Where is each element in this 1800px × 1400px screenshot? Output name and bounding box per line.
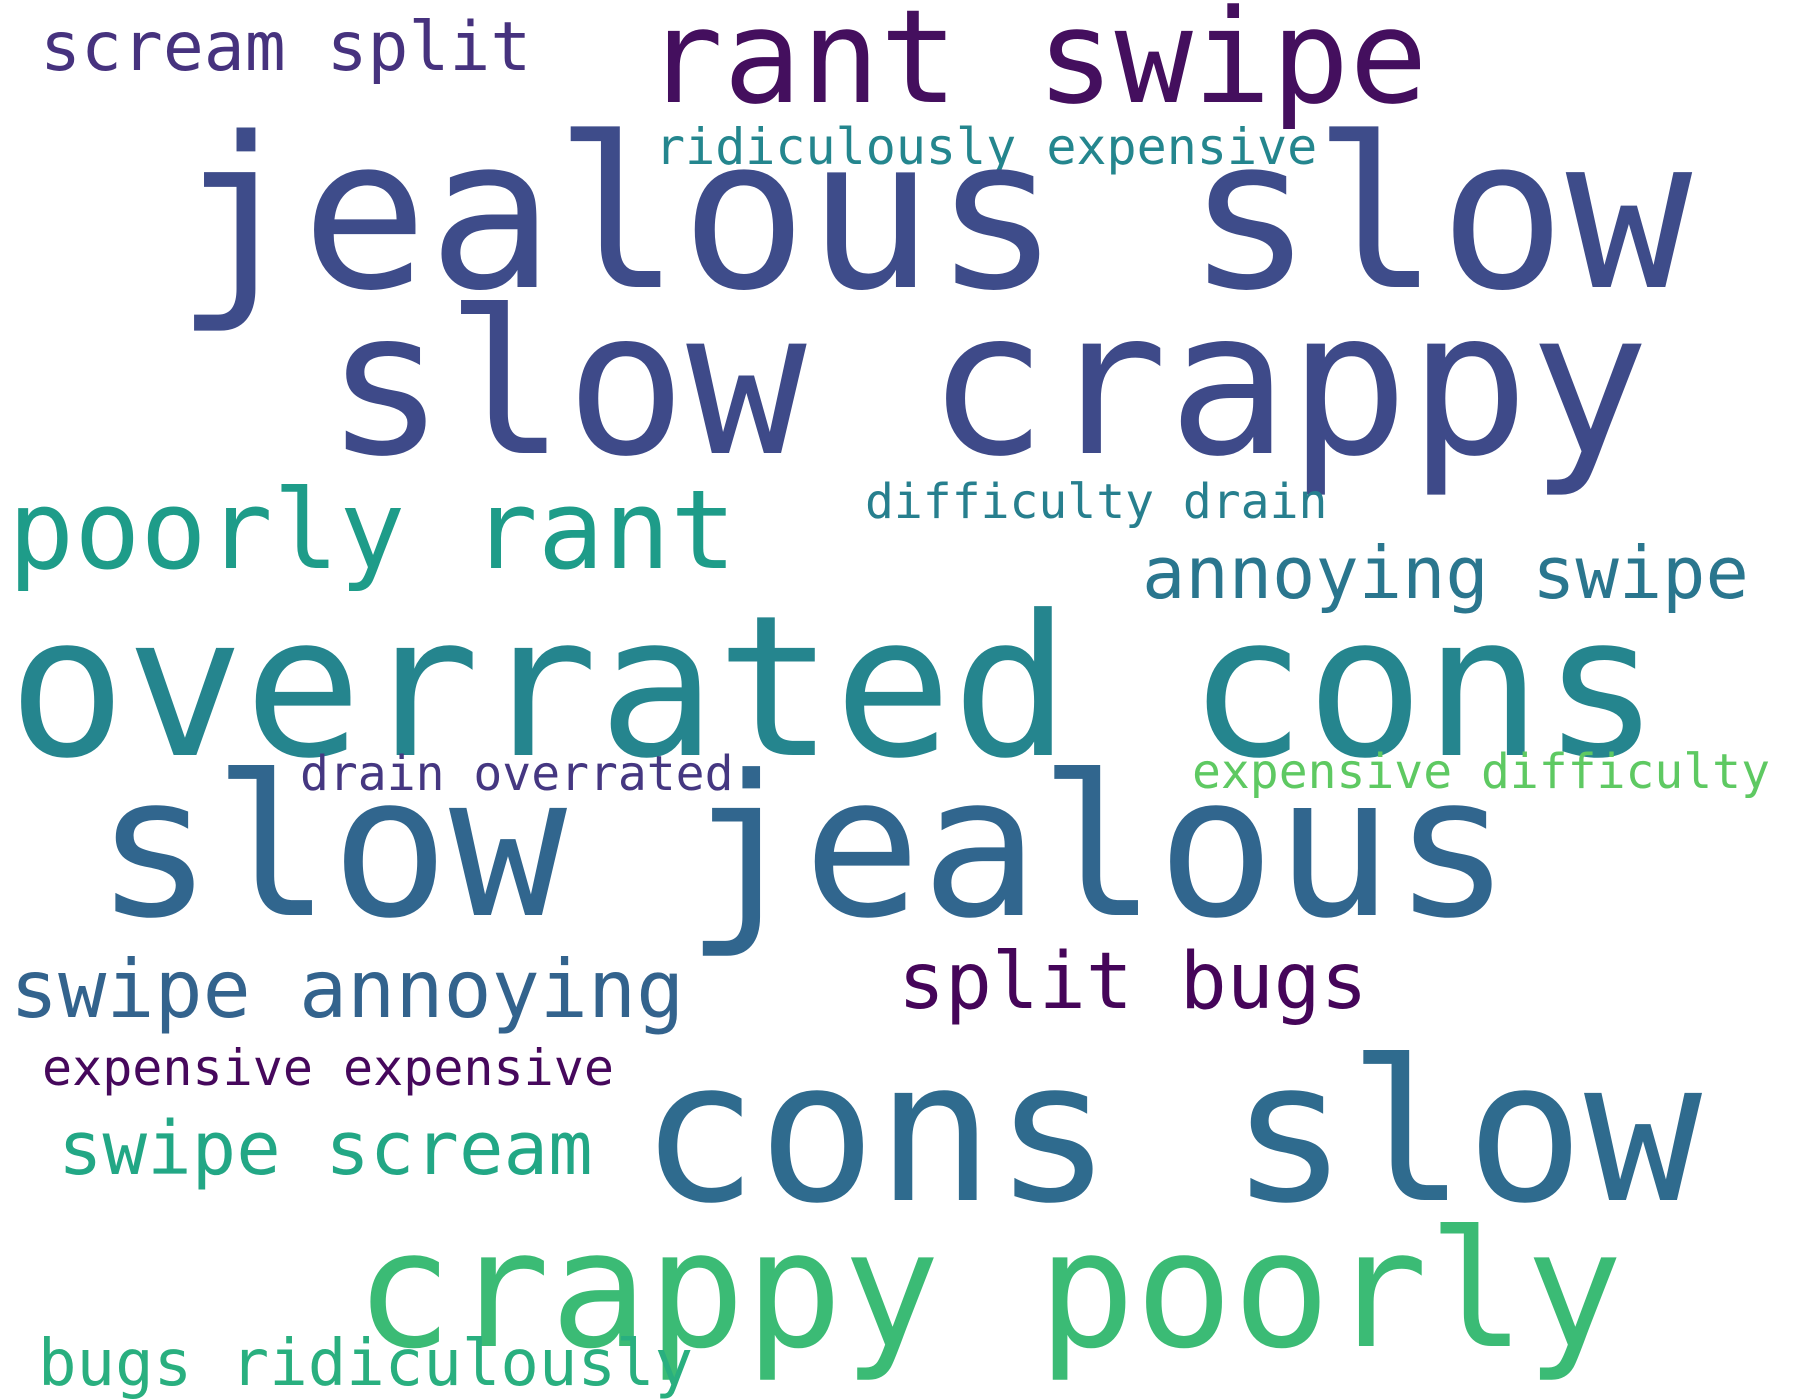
cloud-word-split-bugs: split bugs bbox=[898, 937, 1368, 1027]
cloud-word-scream-split: scream split bbox=[40, 8, 532, 87]
cloud-word-overrated-cons: overrated cons bbox=[8, 574, 1661, 802]
cloud-word-swipe-annoying: swipe annoying bbox=[10, 943, 685, 1036]
cloud-word-expensive-difficulty: expensive difficulty bbox=[1192, 744, 1770, 800]
cloud-word-bugs-ridiculously: bugs ridiculously bbox=[38, 1327, 694, 1400]
cloud-word-ridiculously-expensive: ridiculously expensive bbox=[655, 118, 1318, 176]
cloud-word-difficulty-drain: difficulty drain bbox=[865, 474, 1328, 530]
cloud-word-slow-jealous: slow jealous bbox=[95, 734, 1512, 962]
cloud-word-crappy-poorly: crappy poorly bbox=[355, 1197, 1623, 1385]
cloud-word-expensive-expensive: expensive expensive bbox=[42, 1039, 614, 1097]
cloud-word-drain-overrated: drain overrated bbox=[300, 746, 734, 802]
cloud-word-annoying-swipe: annoying swipe bbox=[1142, 531, 1749, 615]
cloud-word-cons-slow: cons slow bbox=[640, 1019, 1703, 1247]
cloud-word-slow-crappy: slow crappy bbox=[325, 268, 1650, 501]
cloud-word-jealous-slow: jealous slow bbox=[175, 92, 1693, 337]
cloud-word-rant-swipe: rant swipe bbox=[645, 0, 1428, 133]
cloud-word-poorly-rant: poorly rant bbox=[8, 466, 737, 594]
cloud-word-swipe-scream: swipe scream bbox=[58, 1106, 593, 1192]
